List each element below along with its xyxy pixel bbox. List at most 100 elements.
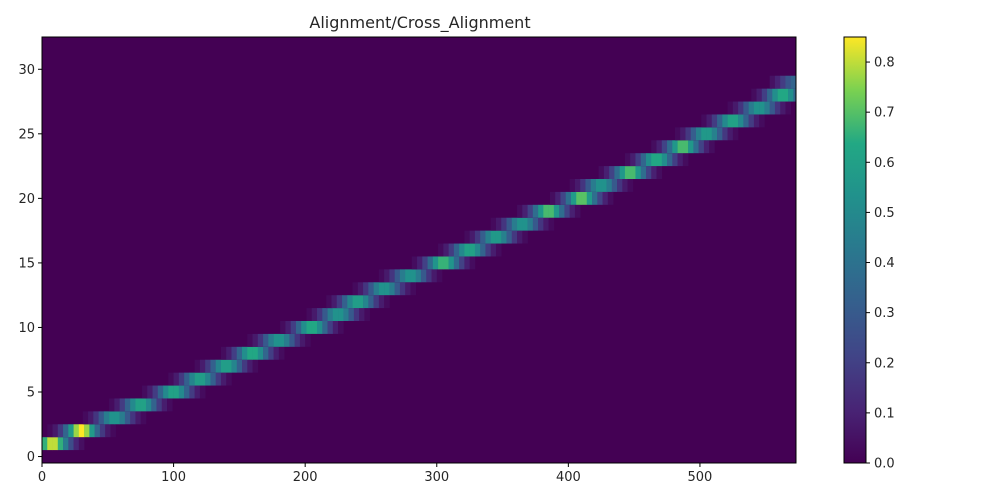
heatmap-cell xyxy=(420,269,427,283)
heatmap-cell xyxy=(110,424,116,438)
heatmap-cell xyxy=(722,114,728,128)
heatmap-cell xyxy=(114,411,120,425)
heatmap-cell xyxy=(105,424,111,438)
heatmap-cell xyxy=(661,140,668,154)
heatmap-cell xyxy=(672,140,678,154)
heatmap-cell xyxy=(189,385,195,399)
heatmap-cell xyxy=(717,127,723,141)
heatmap-cell xyxy=(732,101,739,115)
heatmap-cell xyxy=(322,308,328,321)
heatmap-cell xyxy=(690,127,697,141)
heatmap-cell xyxy=(645,153,652,167)
heatmap-cell xyxy=(199,359,206,373)
heatmap-cell xyxy=(178,385,185,399)
heatmap-cell xyxy=(73,437,80,451)
heatmap-cell xyxy=(226,359,232,373)
heatmap-cell xyxy=(284,333,290,347)
heatmap-cell xyxy=(569,179,576,192)
heatmap-cell xyxy=(538,204,544,218)
colorbar: 0.0 0.1 0.2 0.3 0.4 0.5 0.6 0.7 0.8 xyxy=(843,36,895,472)
heatmap-cell xyxy=(167,398,173,412)
heatmap-cell xyxy=(317,308,323,321)
heatmap-cell xyxy=(555,191,561,205)
heatmap-cell xyxy=(709,140,715,154)
heatmap-cell xyxy=(511,230,518,244)
heatmap-cell xyxy=(767,88,773,102)
heatmap-cell xyxy=(682,140,689,154)
heatmap-cell xyxy=(410,282,417,296)
y-tick-label: 10 xyxy=(18,321,35,336)
colorbar-tick-label: 0.5 xyxy=(874,206,895,221)
heatmap-cell xyxy=(394,282,401,296)
heatmap-cell xyxy=(373,295,380,309)
heatmap-cell xyxy=(548,204,555,218)
heatmap-cell xyxy=(93,411,99,425)
heatmap-cell xyxy=(711,127,718,141)
heatmap-cell xyxy=(268,333,274,347)
heatmap-cell xyxy=(549,191,556,205)
heatmap-cell xyxy=(231,359,238,373)
heatmap-cell xyxy=(399,269,406,283)
colorbar-tick-label: 0.4 xyxy=(874,256,895,271)
heatmap-cell xyxy=(490,217,497,231)
heatmap-cell xyxy=(586,191,593,205)
heatmap-cell xyxy=(611,179,618,192)
heatmap-cell xyxy=(194,359,201,373)
heatmap-cell xyxy=(405,282,411,296)
x-tick-label: 100 xyxy=(161,470,186,485)
heatmap-cell xyxy=(680,127,686,141)
heatmap-cell xyxy=(327,308,334,321)
heatmap-cell xyxy=(506,217,513,231)
heatmap-cell xyxy=(532,217,539,231)
colorbar-tick-label: 0.0 xyxy=(874,457,895,472)
heatmap-cell xyxy=(84,424,90,438)
heatmap-cell xyxy=(47,437,53,451)
colorbar-tick-label: 0.3 xyxy=(874,306,895,321)
heatmap-cell xyxy=(569,204,576,218)
heatmap-cell xyxy=(777,88,784,102)
heatmap-cell xyxy=(538,217,544,231)
heatmap-cell xyxy=(52,437,59,451)
heatmap-cell xyxy=(459,256,465,270)
heatmap-cell xyxy=(780,101,786,115)
heatmap-cell xyxy=(635,153,642,167)
heatmap-cell xyxy=(78,424,85,438)
heatmap-cell xyxy=(785,75,792,89)
heatmap-cell xyxy=(285,321,291,334)
heatmap-cell xyxy=(495,230,502,244)
heatmap-cell xyxy=(688,140,694,154)
heatmap-cell xyxy=(142,385,148,399)
heatmap-cell xyxy=(82,411,89,425)
heatmap-cell xyxy=(656,166,663,179)
heatmap-cell xyxy=(522,230,528,244)
heatmap-cell xyxy=(651,153,657,167)
heatmap-cell xyxy=(257,346,264,360)
colorbar-ticks: 0.0 0.1 0.2 0.3 0.4 0.5 0.6 0.7 0.8 xyxy=(866,56,895,472)
heatmap-cell xyxy=(145,398,152,412)
heatmap-cell xyxy=(495,217,502,231)
heatmap-cell xyxy=(322,321,328,334)
heatmap-cell xyxy=(738,114,744,128)
heatmap-cell xyxy=(247,346,253,360)
heatmap-cell xyxy=(422,256,428,270)
heatmap-cell xyxy=(161,398,168,412)
heatmap-cell xyxy=(109,411,115,425)
y-tick-label: 20 xyxy=(18,192,35,207)
heatmap-cell xyxy=(247,359,253,373)
colorbar-tick-label: 0.7 xyxy=(874,106,895,121)
heatmap-cell xyxy=(389,269,395,283)
heatmap-cell xyxy=(459,243,465,257)
heatmap-cell xyxy=(348,308,355,321)
heatmap-cell xyxy=(98,411,105,425)
heatmap-cell xyxy=(226,372,232,386)
heatmap-cell xyxy=(326,295,332,309)
heatmap-cell xyxy=(42,437,48,451)
heatmap-cells xyxy=(42,75,797,451)
heatmap-cell xyxy=(252,359,259,373)
heatmap-cell xyxy=(511,217,518,231)
heatmap-cell xyxy=(438,256,444,270)
colorbar-tick-label: 0.2 xyxy=(874,356,895,371)
heatmap-cell xyxy=(373,282,380,296)
heatmap-cell xyxy=(564,204,570,218)
